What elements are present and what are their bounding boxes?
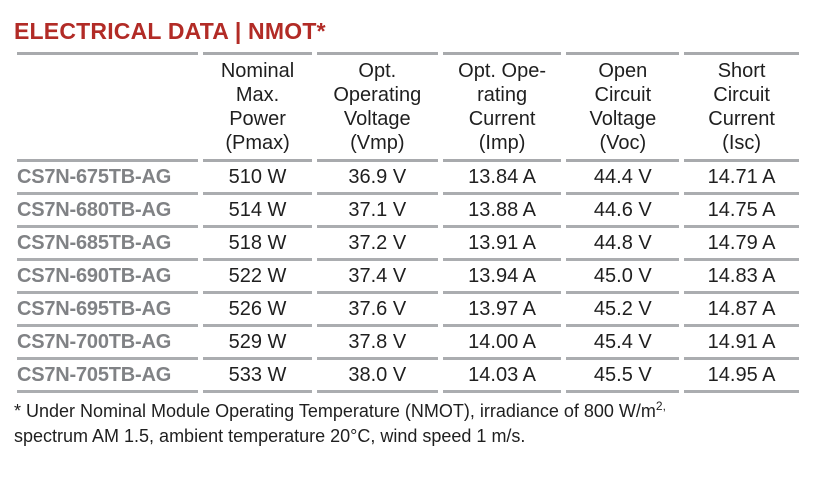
cell-isc: 14.75 A (684, 195, 799, 228)
cell-voc: 45.2 V (566, 294, 680, 327)
cell-voc: 45.5 V (566, 360, 680, 393)
cell-vmp: 38.0 V (316, 360, 438, 393)
cell-pmax: 533 W (203, 360, 312, 393)
table-header-row: Nominal Max. Power (Pmax) Opt. Operating… (17, 52, 799, 162)
cell-vmp: 37.8 V (316, 327, 438, 360)
cell-imp: 14.03 A (442, 360, 562, 393)
header-model (17, 52, 199, 162)
table-row: CS7N-700TB-AG 529 W 37.8 V 14.00 A 45.4 … (17, 327, 799, 360)
cell-imp: 13.88 A (442, 195, 562, 228)
table-row: CS7N-680TB-AG 514 W 37.1 V 13.88 A 44.6 … (17, 195, 799, 228)
cell-pmax: 529 W (203, 327, 312, 360)
cell-vmp: 37.1 V (316, 195, 438, 228)
table-row: CS7N-675TB-AG 510 W 36.9 V 13.84 A 44.4 … (17, 162, 799, 195)
cell-imp: 13.91 A (442, 228, 562, 261)
model-cell: CS7N-695TB-AG (17, 294, 199, 327)
cell-voc: 44.6 V (566, 195, 680, 228)
cell-vmp: 37.6 V (316, 294, 438, 327)
cell-vmp: 36.9 V (316, 162, 438, 195)
cell-voc: 45.0 V (566, 261, 680, 294)
cell-isc: 14.79 A (684, 228, 799, 261)
cell-voc: 45.4 V (566, 327, 680, 360)
model-cell: CS7N-675TB-AG (17, 162, 199, 195)
footnote-line2: spectrum AM 1.5, ambient temperature 20°… (14, 426, 526, 446)
table-row: CS7N-690TB-AG 522 W 37.4 V 13.94 A 45.0 … (17, 261, 799, 294)
table-row: CS7N-705TB-AG 533 W 38.0 V 14.03 A 45.5 … (17, 360, 799, 393)
electrical-data-table: Nominal Max. Power (Pmax) Opt. Operating… (12, 52, 804, 393)
cell-isc: 14.91 A (684, 327, 799, 360)
model-cell: CS7N-685TB-AG (17, 228, 199, 261)
header-short-circuit-current: Short Circuit Current (Isc) (684, 52, 799, 162)
cell-pmax: 514 W (203, 195, 312, 228)
cell-isc: 14.95 A (684, 360, 799, 393)
model-cell: CS7N-690TB-AG (17, 261, 199, 294)
table-row: CS7N-685TB-AG 518 W 37.2 V 13.91 A 44.8 … (17, 228, 799, 261)
cell-imp: 13.94 A (442, 261, 562, 294)
cell-isc: 14.71 A (684, 162, 799, 195)
model-cell: CS7N-700TB-AG (17, 327, 199, 360)
cell-voc: 44.4 V (566, 162, 680, 195)
header-opt-operating-current: Opt. Ope- rating Current (Imp) (442, 52, 562, 162)
model-cell: CS7N-705TB-AG (17, 360, 199, 393)
cell-imp: 13.97 A (442, 294, 562, 327)
footnote-line1: * Under Nominal Module Operating Tempera… (14, 401, 656, 421)
cell-voc: 44.8 V (566, 228, 680, 261)
header-opt-operating-voltage: Opt. Operating Voltage (Vmp) (316, 52, 438, 162)
cell-pmax: 526 W (203, 294, 312, 327)
cell-pmax: 510 W (203, 162, 312, 195)
model-cell: CS7N-680TB-AG (17, 195, 199, 228)
header-open-circuit-voltage: Open Circuit Voltage (Voc) (566, 52, 680, 162)
cell-vmp: 37.2 V (316, 228, 438, 261)
cell-isc: 14.83 A (684, 261, 799, 294)
cell-isc: 14.87 A (684, 294, 799, 327)
cell-imp: 14.00 A (442, 327, 562, 360)
header-nominal-max-power: Nominal Max. Power (Pmax) (203, 52, 312, 162)
electrical-data-page: ELECTRICAL DATA | NMOT* Nominal Max. Pow… (12, 18, 804, 449)
table-row: CS7N-695TB-AG 526 W 37.6 V 13.97 A 45.2 … (17, 294, 799, 327)
footnote-superscript: 2, (655, 399, 666, 413)
page-title: ELECTRICAL DATA | NMOT* (14, 18, 326, 44)
footnote: * Under Nominal Module Operating Tempera… (14, 399, 804, 449)
cell-pmax: 518 W (203, 228, 312, 261)
cell-imp: 13.84 A (442, 162, 562, 195)
cell-pmax: 522 W (203, 261, 312, 294)
cell-vmp: 37.4 V (316, 261, 438, 294)
